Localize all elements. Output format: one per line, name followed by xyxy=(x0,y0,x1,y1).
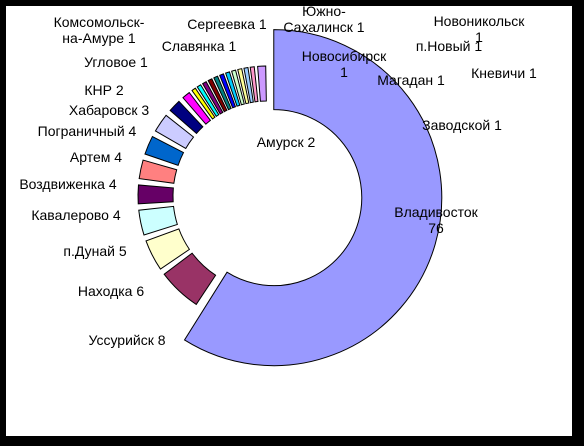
slice-13 xyxy=(201,80,224,115)
slice-8 xyxy=(154,114,195,150)
slice-4 xyxy=(138,205,178,236)
slice-label-19: Новоникольск 1 xyxy=(434,13,526,45)
slice-label-12: Угловое 1 xyxy=(84,54,148,70)
slice-21 xyxy=(249,66,259,103)
slice-7 xyxy=(144,135,185,166)
slice-12 xyxy=(196,84,220,118)
slice-label-4: п.Дунай 5 xyxy=(63,243,126,259)
slice-label-15: Южно-Сахалинск 1 xyxy=(283,6,364,35)
slice-label-2: Уссурийск 8 xyxy=(88,332,165,348)
slice-label-5: Кавалерово 4 xyxy=(31,207,120,223)
slice-9 xyxy=(169,100,204,135)
slice-19 xyxy=(237,68,250,105)
slice-16 xyxy=(219,73,237,109)
slice-3 xyxy=(145,228,191,270)
slice-label-6: Воздвиженка 4 xyxy=(19,176,116,192)
slice-labels: Владивосток 76 Уссурийск 8 Находка 6 п.Дунай… xyxy=(19,6,537,348)
slice-10 xyxy=(182,91,212,125)
slice-label-21: Заводской 1 xyxy=(422,117,502,133)
slice-label-10: КНР 2 xyxy=(84,82,123,98)
slice-18 xyxy=(231,69,245,106)
donut-slices xyxy=(137,29,443,367)
slice-label-7: Артем 4 xyxy=(70,149,122,165)
slice-20 xyxy=(243,66,254,104)
slice-15 xyxy=(213,75,232,111)
donut-chart: Владивосток 76 Уссурийск 8 Находка 6 п.Дунай… xyxy=(19,6,537,367)
slice-11 xyxy=(191,87,216,120)
slice-1 xyxy=(183,29,443,367)
slice-label-20: Кневичи 1 xyxy=(471,65,537,81)
slice-22 xyxy=(257,65,267,102)
slice-label-13: Славянка 1 xyxy=(162,38,237,54)
slice-5 xyxy=(137,184,174,205)
slice-label-11: Комсомольск-на-Амуре 1 xyxy=(54,14,145,46)
slice-label-22: Амурск 2 xyxy=(257,134,316,150)
slice-label-14: Сергеевка 1 xyxy=(187,16,267,32)
slice-label-9: Хабаровск 3 xyxy=(69,102,149,118)
slice-6 xyxy=(138,159,178,184)
slice-label-8: Пограничный 4 xyxy=(38,123,137,139)
slice-label-1: Владивосток 76 xyxy=(394,204,478,236)
slice-2 xyxy=(163,252,217,306)
slice-label-3: Находка 6 xyxy=(78,283,144,299)
slice-17 xyxy=(224,71,241,107)
slice-label-18: п.Новый 1 xyxy=(416,38,483,54)
slice-label-17: Магадан 1 xyxy=(377,72,445,88)
slice-label-16: Новосибирск 1 xyxy=(302,48,387,80)
chart-frame: Владивосток 76 Уссурийск 8 Находка 6 п.Дунай… xyxy=(6,6,572,436)
slice-14 xyxy=(207,78,228,113)
